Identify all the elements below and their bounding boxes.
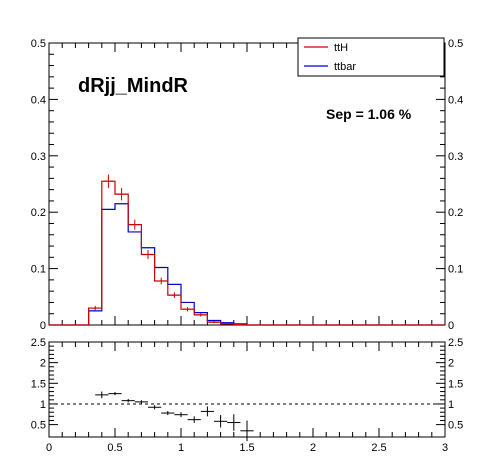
legend-label-tth: ttH	[334, 42, 348, 54]
legend-label-ttbar: ttbar	[334, 61, 356, 73]
y-tick-label-right: 0.3	[448, 151, 463, 163]
y-tick-label-left: 0.3	[31, 151, 46, 163]
x-tick-label: 2.5	[371, 442, 386, 454]
y-tick-label-left: 0.1	[31, 264, 46, 276]
chart-title: dRjj_MindR	[78, 75, 189, 97]
x-tick-label: 0	[46, 442, 52, 454]
y-tick-label-right: 1	[448, 399, 454, 411]
x-tick-label: 0.5	[107, 442, 122, 454]
y-tick-label-left: 0	[40, 320, 46, 332]
y-tick-label-right: 0	[448, 320, 454, 332]
y-tick-label-right: 0.5	[448, 38, 463, 50]
y-tick-label-left: 0.5	[31, 38, 46, 50]
y-tick-label-right: 0.2	[448, 207, 463, 219]
y-tick-label-left: 0.4	[31, 94, 46, 106]
legend-box	[297, 37, 445, 77]
y-tick-label-right: 2	[448, 358, 454, 370]
series-line-tth	[49, 180, 445, 326]
legend: ttH ttbar	[297, 37, 445, 77]
main-panel: 0 0 0.1 0.1 0.2 0.2 0.3 0.3 0.4 0.4 0.5 0.5	[31, 38, 464, 332]
y-tick-label-right: 1.5	[448, 378, 463, 390]
y-tick-label-left: 1.5	[31, 378, 46, 390]
y-tick-label-right: 2.5	[448, 337, 463, 349]
y-tick-label-left: 0.5	[31, 420, 46, 432]
y-tick-label-left: 1	[40, 399, 46, 411]
series-line-ttbar	[49, 203, 445, 326]
y-tick-label-right: 0.4	[448, 94, 463, 106]
y-tick-label-right: 0.1	[448, 264, 463, 276]
ratio-panel: 0 0.5 1 1.5 2 2.5 30.5 0.51 11.5 1.52 22.5 2.5	[31, 337, 464, 454]
y-tick-label-left: 2.5	[31, 337, 46, 349]
separation-annotation: Sep = 1.06 %	[326, 106, 412, 122]
x-tick-label: 3	[442, 442, 448, 454]
x-tick-label: 1.5	[239, 442, 254, 454]
x-tick-label: 2	[310, 442, 316, 454]
x-tick-label: 1	[178, 442, 184, 454]
y-tick-label-left: 2	[40, 358, 46, 370]
y-tick-label-right: 0.5	[448, 420, 463, 432]
y-tick-label-left: 0.2	[31, 207, 46, 219]
